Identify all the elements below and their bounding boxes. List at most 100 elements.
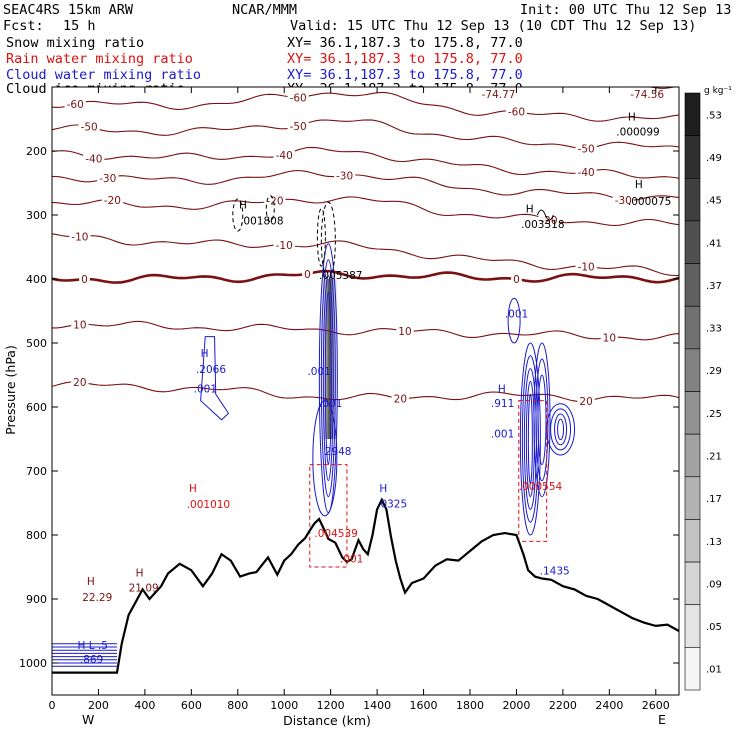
isotherm-label-bg [83,153,105,166]
contour-annotation: .003318 [521,219,564,231]
isotherm-line [52,233,679,277]
contour-annotation: 21.09 [129,582,159,594]
isotherm-label: 10 [398,326,411,338]
contour-annotation: H [136,568,144,580]
contour-annotation: .911 [491,398,514,410]
x-tick-label: 1800 [456,699,484,712]
isotherm-label: -40 [85,153,102,165]
isotherm-label: -60 [508,106,525,118]
isotherm-label: -30 [99,173,116,185]
isotherm-label-bg [575,167,597,180]
isotherm-label: -60 [67,99,84,111]
colorbar-swatch [684,391,701,435]
isotherm-label: 10 [603,333,616,345]
colorbar-swatch [684,348,701,392]
isotherm-label-bg [64,98,86,111]
x-tick-label: 2400 [595,699,623,712]
contour-annotation: .2066 [196,364,226,376]
isotherm-label: -50 [578,143,595,155]
field-name-rain: Rain water mixing ratio [6,51,193,67]
isotherm-label: 20 [579,396,592,408]
colorbar-swatch [684,263,701,307]
contour-annotation: H [87,576,95,588]
colorbar-swatch [684,604,701,648]
isotherm-label-bg [273,149,295,162]
contour-annotation: H L .5 [78,640,108,652]
contour-annotation: -74.56 [630,89,664,101]
contour-annotation: .000554 [519,481,563,493]
contour-annotation: .001 [491,429,514,441]
fcst-label: Fcst: [3,18,44,34]
x-tick-label: 200 [88,699,109,712]
valid-time: Valid: 15 UTC Thu 12 Sep 13 (10 CDT Thu … [290,18,696,34]
colorbar-swatch [684,433,701,478]
colorbar-label: .41 [706,238,722,249]
isotherm-line [52,320,679,341]
cloud-water-contour [507,297,521,344]
x-axis-label: Distance (km) [283,713,371,728]
contour-annotation: H [526,203,534,215]
isotherm-line [52,119,679,149]
cloud-ice-contour [265,195,275,222]
model-title: SEAC4RS 15km ARW [3,2,134,18]
y-tick-label: 700 [26,465,47,478]
isotherm-label: -20 [266,196,283,208]
terrain-surface [52,497,679,674]
isotherm-label: -50 [81,122,98,134]
plot-frame [51,86,680,696]
x-tick-label: 400 [134,699,155,712]
isotherm-label: -50 [290,121,307,133]
colorbar-swatch [684,305,701,350]
cloud-water-contour [533,342,551,498]
cloud-water-contour [200,336,230,421]
isotherm-label-bg [505,106,528,119]
y-tick-label: 1000 [19,657,47,670]
contour-annotation: .001 [505,308,528,320]
isotherm-label: -30 [336,171,353,183]
contour-annotation: H [628,111,636,123]
contour-annotation: H [189,483,197,495]
y-tick-label: 500 [26,337,47,350]
isotherm-line [52,269,679,284]
isotherm-label: -60 [290,92,307,104]
isotherm-label-bg [538,214,560,227]
isotherm-label-bg [79,274,90,287]
isotherm-label-bg [302,268,313,281]
cloud-water-contour [519,342,541,536]
isotherm-label: -10 [578,261,595,273]
x-tick-label: 1400 [363,699,391,712]
isotherm-label-bg [287,121,309,134]
x-tick-label: 1200 [317,699,345,712]
cloud-water-contour [554,413,568,446]
colorbar-label: .05 [706,622,722,633]
rain-water-contour [309,464,348,568]
contour-annotation: .001 [307,366,330,378]
y-tick-label: 800 [26,529,47,542]
contour-annotation: H [201,348,209,360]
x-tick-label: 800 [227,699,248,712]
isotherm-label-bg [575,143,597,156]
isotherm-label-bg [273,240,295,253]
contour-annotation: .000099 [616,127,659,139]
cloud-ice-contour [232,198,244,232]
init-time: Init: 00 UTC Thu 12 Sep 13 [520,2,731,18]
x-tick-label: 2600 [642,699,670,712]
isotherm-label-bg [69,231,91,244]
colorbar-swatch [684,220,701,264]
x-tick-label: 2200 [549,699,577,712]
org-label: NCAR/MMM [232,2,297,18]
contour-annotation: .001010 [187,499,230,511]
contour-annotation: .001 [319,398,342,410]
field-xy-snow: XY= 36.1,187.3 to 175.8, 77.0 [287,35,523,51]
contour-annotation: H [379,483,387,495]
isotherm-line [52,91,679,122]
colorbar-swatch [684,92,701,136]
colorbar-swatch [684,177,701,222]
colorbar-swatch [684,135,701,179]
colorbar-label: .29 [706,366,722,377]
cloud-water-contour [527,393,533,485]
cloud-water-contour [320,259,336,498]
field-name-cloud-water: Cloud water mixing ratio [6,67,201,83]
isotherm-label: 20 [73,377,86,389]
x-tick-label: 1600 [410,699,438,712]
